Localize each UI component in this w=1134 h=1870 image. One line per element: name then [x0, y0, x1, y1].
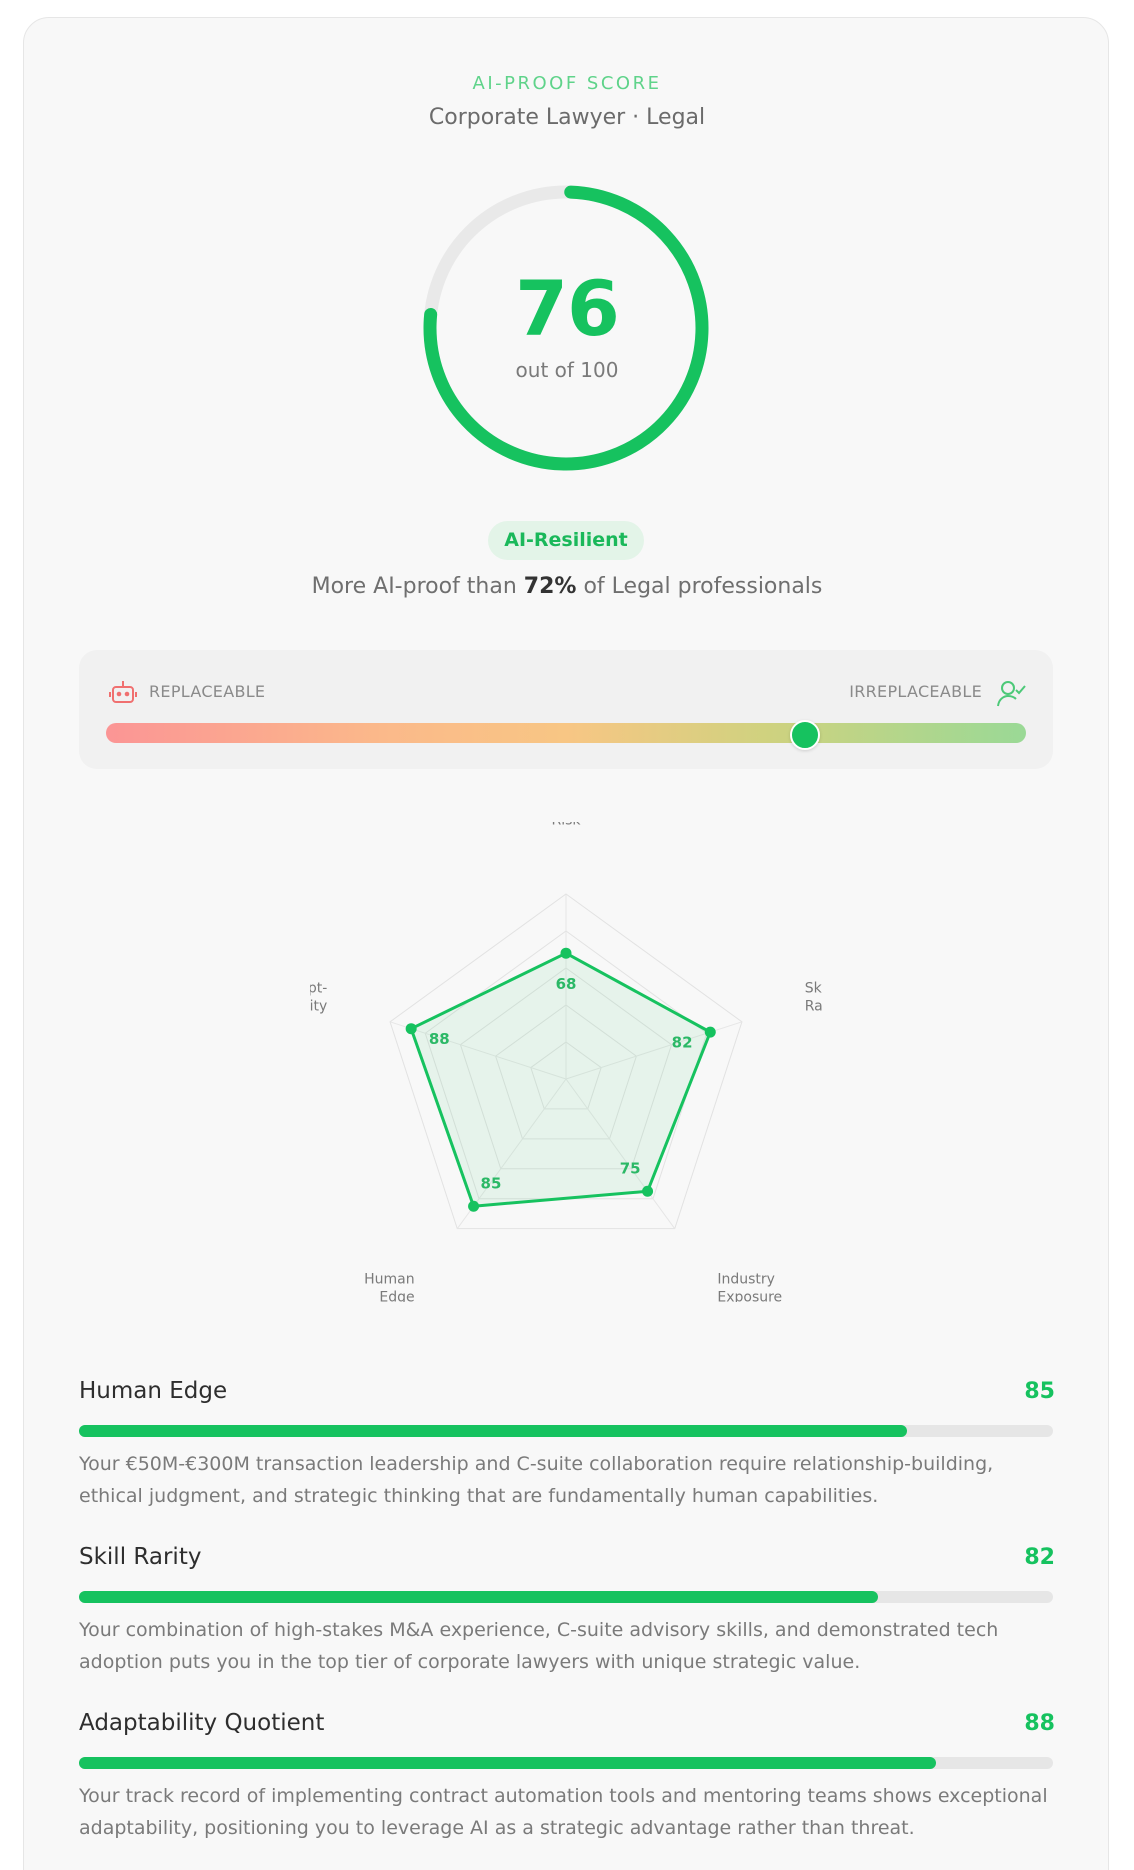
score-max: out of 100: [515, 358, 619, 382]
subtitle: Corporate Lawyer · Legal: [428, 105, 706, 130]
radar-axis-label: Edge: [379, 1290, 414, 1302]
radar-spoke: [565, 1078, 676, 1229]
radar-axis-label: Industry: [717, 1272, 775, 1288]
factor-track: [79, 1425, 1053, 1437]
radar-point: [405, 1023, 417, 1035]
radar-value-label: 82: [672, 1033, 693, 1051]
factor-name: Skill Rarity: [79, 1544, 202, 1570]
spectrum-bar: [106, 723, 1026, 743]
percentile-value: 72%: [523, 574, 577, 599]
radar-point: [468, 1200, 480, 1212]
factor-bar: [79, 1591, 878, 1603]
factor-value: 82: [1024, 1545, 1055, 1570]
radar-point: [704, 1026, 716, 1038]
factor-track: [79, 1591, 1053, 1603]
radar-point: [560, 947, 572, 959]
spectrum-panel: [79, 650, 1053, 769]
factor-description: Your €50M-€300M transaction leadership a…: [79, 1453, 994, 1507]
radar-spoke: [389, 1021, 567, 1080]
percentile-prefix: More AI-proof than: [311, 574, 517, 599]
score-value: 76: [515, 264, 620, 353]
radar-ring: [530, 1041, 602, 1110]
factor-track: [79, 1757, 1053, 1769]
radar-axis-label: Adapt-: [310, 981, 327, 997]
score-ring: [423, 185, 709, 471]
percentile: More AI-proof than 72% of Legal professi…: [0, 574, 1134, 599]
factor-bar: [79, 1757, 937, 1769]
factor-name: Human Edge: [79, 1378, 228, 1404]
spectrum-left: REPLACEABLE: [149, 682, 266, 701]
score-arc: [423, 185, 709, 471]
spectrum-right: IRREPLACEABLE: [849, 682, 982, 701]
radar-ring: [459, 967, 673, 1170]
radar-axis-label: Rarity: [805, 999, 823, 1015]
factor-bar: [79, 1425, 907, 1437]
percentile-suffix: of Legal professionals: [583, 574, 823, 599]
radar-value-label: 75: [620, 1159, 641, 1177]
factor-description: Your combination of high-stakes M&A expe…: [79, 1619, 999, 1673]
factor-value: 88: [1024, 1711, 1055, 1736]
robot-icon: [109, 681, 137, 703]
person-icon: [997, 681, 1026, 707]
factor-description: Your track record of implementing contra…: [79, 1785, 1048, 1839]
radar-value-label: 85: [481, 1174, 502, 1192]
section-label: AI-PROOF SCORE: [472, 73, 662, 94]
radar-value-label: 68: [556, 975, 577, 993]
radar-axis-label: Risk: [551, 822, 581, 829]
radar-value-label: 88: [429, 1030, 450, 1048]
radar-axis-label: Exposure: [717, 1290, 782, 1302]
radar-axis-label: ability: [310, 999, 327, 1015]
factor-value: 85: [1024, 1379, 1055, 1404]
radar-axis-label: Human: [364, 1272, 415, 1288]
radar-ring: [389, 893, 743, 1230]
radar-axis-label: Skill: [805, 981, 823, 997]
radar-ring: [495, 1004, 637, 1140]
factor-name: Adaptability Quotient: [79, 1710, 325, 1736]
radar-area: [409, 951, 712, 1208]
spectrum-marker: [790, 720, 821, 750]
radar-chart: 68AutomationRisk82SkillRarity75IndustryE…: [310, 822, 823, 1302]
radar-point: [642, 1185, 654, 1197]
badge: AI-Resilient: [488, 521, 644, 560]
